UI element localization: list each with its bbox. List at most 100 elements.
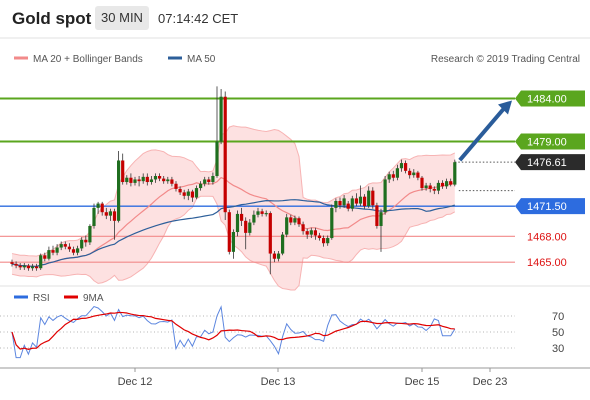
candle-body [80, 239, 84, 249]
candle-body [322, 238, 326, 244]
candle-body [260, 211, 264, 214]
candle-body [30, 266, 35, 269]
level-label-1471.50: 1471.50 [527, 201, 567, 213]
candle [404, 160, 408, 174]
candle [428, 182, 432, 193]
candle [162, 176, 166, 184]
candle [322, 235, 326, 247]
candle [203, 176, 207, 187]
candle [326, 235, 330, 246]
candle-body [395, 168, 399, 178]
candle-body [399, 163, 404, 169]
candle-body [428, 185, 432, 189]
candle-body [47, 250, 51, 259]
x-axis-label: Dec 12 [118, 376, 153, 388]
bollinger-fill [12, 125, 455, 290]
candle [445, 178, 449, 189]
candle-body [293, 218, 297, 223]
candle-body [63, 244, 67, 247]
candle-body [71, 249, 76, 253]
candle [26, 263, 30, 271]
projection-arrow-head [498, 100, 512, 115]
instrument-title: Gold spot [12, 9, 92, 28]
candle [453, 159, 457, 187]
candle [190, 189, 194, 202]
candle [264, 210, 268, 217]
candle-body [412, 172, 416, 176]
candle [252, 210, 256, 226]
candle [358, 185, 363, 207]
candle [338, 197, 342, 209]
candle [47, 246, 51, 261]
candle [76, 245, 80, 256]
candle [301, 221, 305, 235]
candle [186, 188, 190, 201]
rsi-ma9-line [11, 311, 455, 350]
candle [35, 263, 39, 271]
candle-body [137, 179, 141, 182]
candle [129, 173, 133, 187]
candle-body [190, 191, 194, 198]
candle [350, 195, 354, 212]
candle [293, 215, 297, 226]
candle-body [289, 217, 293, 223]
research-credit: Research © 2019 Trading Central [431, 54, 580, 65]
candle [436, 180, 440, 195]
candle [440, 180, 445, 189]
candle [379, 208, 383, 252]
candle-body [297, 218, 301, 225]
main-legend: MA 20 + Bollinger Bands MA 50 Research ©… [14, 54, 580, 65]
candle-body [363, 196, 367, 207]
candle-body [112, 211, 117, 221]
candle-body [199, 183, 203, 189]
candle [125, 175, 129, 185]
candle [248, 219, 252, 236]
ma9-legend-label: 9MA [83, 293, 104, 304]
ma20-legend-label: MA 20 + Bollinger Bands [33, 54, 143, 65]
candle [342, 194, 346, 208]
candle [108, 208, 112, 221]
level-labels: 1484.00 1479.00 1476.61 1471.50 1468.00 1465.… [515, 90, 585, 269]
candle [30, 263, 35, 271]
candle-body [416, 172, 420, 178]
candle [399, 159, 404, 172]
candle-body [432, 188, 436, 191]
candle [133, 176, 137, 186]
candle-body [182, 192, 186, 196]
candle [268, 211, 272, 275]
candle [416, 170, 420, 181]
x-axis-label: Dec 23 [473, 376, 508, 388]
candle-body [272, 253, 276, 259]
candle [272, 250, 276, 263]
candle [96, 201, 100, 214]
candle-body [276, 253, 281, 259]
level-tag-1476.61 [515, 154, 585, 171]
header-bar: Gold spot 30 MIN 07:14:42 CET [0, 0, 590, 38]
candle-body [326, 238, 330, 244]
candle [276, 250, 281, 262]
candle-body [387, 174, 391, 180]
candle-body [358, 196, 363, 204]
candle [211, 172, 215, 185]
candle [363, 194, 367, 209]
candle-body [379, 212, 383, 226]
candle [260, 208, 264, 217]
candle [178, 186, 182, 195]
candle-body [350, 198, 354, 209]
candle-body [342, 198, 346, 206]
candle [330, 204, 334, 240]
candle-body [445, 181, 449, 187]
candle-body [178, 188, 182, 193]
candle [166, 176, 170, 184]
timeframe-button[interactable]: 30 MIN [95, 6, 149, 30]
candle-body [170, 179, 174, 184]
candle [153, 173, 158, 183]
level-tag-1471.50 [515, 198, 585, 215]
candle [281, 232, 285, 256]
candle-body [440, 182, 445, 187]
candle-body [186, 191, 190, 196]
candle [88, 224, 92, 245]
candle-body [18, 265, 22, 268]
candle [199, 181, 203, 191]
